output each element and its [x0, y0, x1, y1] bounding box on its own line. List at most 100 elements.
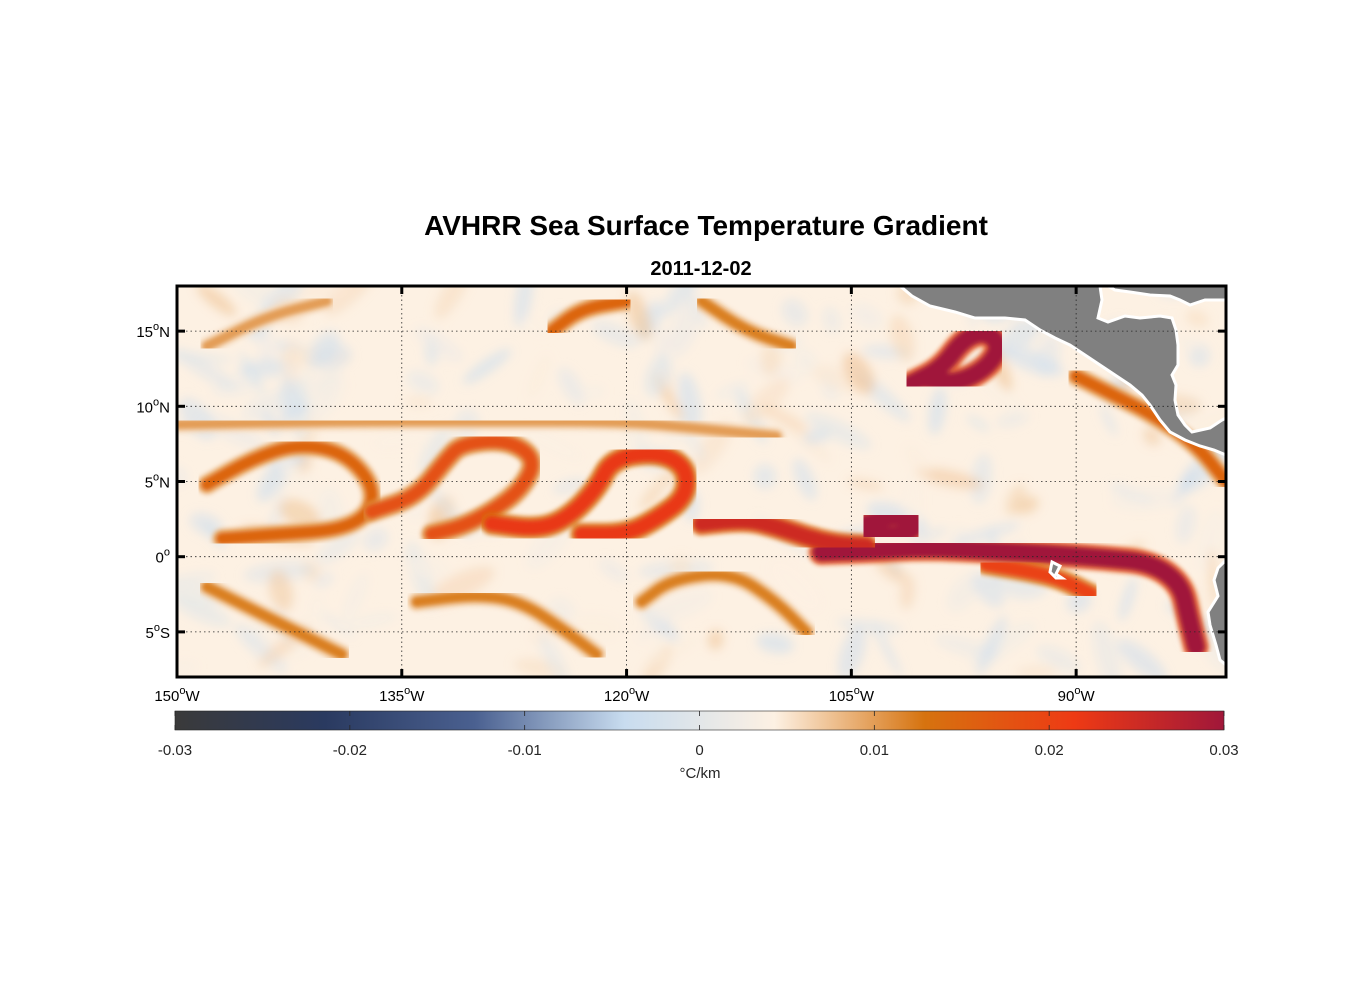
equatorial-front-mid — [693, 512, 875, 555]
texture-blob — [842, 352, 875, 395]
y-tick-label: 5oS — [146, 622, 170, 642]
texture-blob — [851, 304, 883, 328]
tick-degree-symbol: o — [154, 622, 160, 634]
tick-degree-symbol: o — [153, 472, 159, 484]
tick-degree-symbol: o — [153, 396, 159, 408]
texture-blob — [342, 572, 368, 622]
texture-blob — [316, 531, 359, 564]
texture-blob — [781, 298, 808, 327]
eddy-at-3N — [857, 507, 925, 545]
texture-blob — [756, 633, 794, 654]
land-south-america — [1206, 557, 1226, 667]
texture-blob — [638, 636, 702, 674]
texture-blob — [1176, 505, 1196, 544]
tick-degree-symbol: o — [153, 321, 159, 333]
tick-degree-value: 10 — [136, 399, 153, 416]
texture-blob — [836, 619, 903, 633]
texture-blob — [742, 377, 790, 426]
texture-blob — [899, 574, 916, 610]
texture-blob — [972, 572, 1005, 608]
texture-blob — [1180, 337, 1206, 357]
texture-blob — [177, 595, 231, 627]
texture-blob — [905, 445, 930, 477]
texture-blob — [1119, 577, 1137, 622]
texture-blob — [661, 286, 705, 317]
texture-blob — [1143, 426, 1161, 446]
texture-blob — [715, 381, 749, 399]
texture-blob — [258, 332, 274, 367]
y-tick-label: 10oN — [136, 396, 170, 416]
north-streaks — [201, 296, 332, 352]
land-layer — [897, 286, 1226, 667]
tick-hemisphere: N — [159, 399, 170, 416]
texture-blob — [753, 464, 777, 489]
texture-blob — [1036, 645, 1081, 673]
y-tick-label: 15oN — [136, 321, 170, 341]
colorbar-tick-label: -0.01 — [508, 742, 542, 759]
y-tick-label: 0o — [156, 547, 170, 567]
texture-blob — [871, 621, 903, 677]
texture-blob — [976, 615, 1007, 676]
texture-blob — [639, 466, 681, 510]
map-plot-area — [177, 286, 1226, 677]
texture-blob — [196, 286, 237, 316]
southern-streaks-2 — [411, 590, 602, 660]
texture-blob — [407, 370, 440, 394]
texture-blob — [1003, 347, 1064, 376]
tick-degree-value: 0 — [156, 550, 164, 567]
colorbar-tick-label: 0.01 — [860, 742, 889, 759]
y-tick-label: 5oN — [145, 472, 170, 492]
north-streaks-3 — [696, 295, 797, 352]
colorbar-tick-label: 0.03 — [1209, 742, 1238, 759]
land-central-america — [897, 286, 1226, 457]
texture-blob — [1198, 510, 1223, 571]
texture-blob — [793, 458, 817, 501]
tick-degree-value: 135 — [379, 688, 404, 705]
tick-hemisphere: W — [860, 688, 875, 705]
x-tick-label: 90oW — [1058, 685, 1096, 705]
texture-blob — [1011, 316, 1033, 359]
texture-blob — [668, 296, 702, 357]
texture-blob — [1116, 639, 1167, 677]
texture-blob — [599, 559, 628, 582]
texture-blob — [177, 348, 237, 390]
southern-streaks — [201, 581, 348, 660]
tick-hemisphere: W — [410, 688, 425, 705]
texture-blob — [928, 387, 947, 435]
tiw-wave-2 — [365, 434, 539, 541]
texture-blob — [320, 612, 355, 637]
land-yucatan-fragment — [1104, 286, 1226, 307]
texture-blob — [1092, 621, 1123, 677]
colorbar-tick-label: -0.03 — [158, 742, 192, 759]
texture-blob — [584, 385, 605, 399]
tick-degree-symbol: o — [404, 685, 410, 697]
texture-blob — [313, 365, 342, 397]
north-streaks-2 — [545, 295, 633, 338]
tehuantepec-eddy — [902, 324, 1007, 393]
texture-blob — [419, 424, 451, 475]
tick-degree-value: 15 — [136, 324, 153, 341]
texture-blob — [677, 372, 702, 430]
texture-blob — [654, 637, 665, 661]
texture-blob — [889, 314, 915, 362]
texture-blob — [822, 306, 841, 333]
x-tick-label: 105oW — [829, 685, 875, 705]
tick-degree-symbol: o — [854, 685, 860, 697]
tick-degree-value: 5 — [146, 625, 154, 642]
texture-blob — [348, 613, 397, 629]
texture-blob — [970, 453, 992, 504]
texture-blob — [268, 569, 294, 612]
texture-blob — [528, 354, 550, 399]
colorbar-tick-label: 0 — [695, 742, 703, 759]
axis-ticks — [175, 286, 1226, 677]
tiw-wave-3 — [484, 446, 694, 542]
texture-blob — [538, 633, 570, 677]
texture-blob — [1208, 548, 1218, 608]
tick-hemisphere: S — [160, 625, 170, 642]
x-tick-label: 135oW — [379, 685, 425, 705]
galapagos-front — [979, 557, 1099, 602]
texture-blob — [1185, 310, 1209, 327]
texture-blob — [177, 661, 198, 676]
texture-blob — [463, 348, 512, 384]
